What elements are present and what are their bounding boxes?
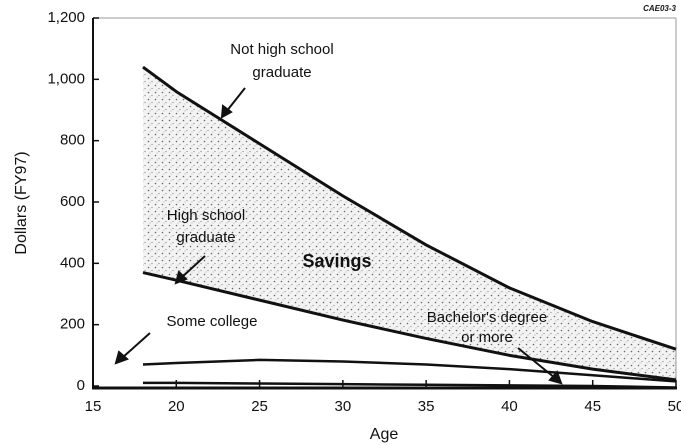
annotation: Not high school [230, 41, 333, 58]
pointer [121, 332, 151, 359]
x-tick-label: 30 [335, 398, 352, 415]
series-line [142, 381, 677, 389]
y-tick-label: 1,200 [47, 9, 85, 26]
y-tick-label: 0 [77, 377, 85, 394]
pointer [180, 255, 206, 279]
x-axis-label: Age [370, 426, 399, 443]
y-tick-label: 400 [60, 254, 85, 271]
pointer-head [220, 104, 233, 119]
x-tick-label: 15 [85, 398, 102, 415]
series-line [142, 271, 677, 382]
x-tick-label: 45 [584, 398, 601, 415]
x-tick-label: 40 [501, 398, 518, 415]
annotation: Bachelor's degree [427, 309, 547, 326]
annotation: High school [167, 207, 245, 224]
y-tick-label: 200 [60, 316, 85, 333]
series-line [142, 65, 677, 351]
annotation: Some college [167, 313, 258, 330]
y-tick-label: 1,000 [47, 70, 85, 87]
x-tick-label: 25 [251, 398, 268, 415]
annotation: or more [461, 329, 513, 346]
corner-note: CAE03-3 [643, 4, 676, 13]
x-tick-label: 20 [168, 398, 185, 415]
y-tick-label: 800 [60, 132, 85, 149]
pointer-head [548, 370, 563, 385]
annotation: Savings [302, 251, 371, 271]
pointer-head [114, 350, 129, 365]
y-axis-label: Dollars (FY97) [13, 151, 30, 254]
x-tick-label: 35 [418, 398, 435, 415]
y-tick-label: 600 [60, 193, 85, 210]
pointer [225, 87, 246, 113]
annotation: graduate [176, 229, 235, 246]
x-tick-label: 50 [668, 398, 681, 415]
series-line [142, 358, 677, 383]
annotation: graduate [252, 64, 311, 81]
